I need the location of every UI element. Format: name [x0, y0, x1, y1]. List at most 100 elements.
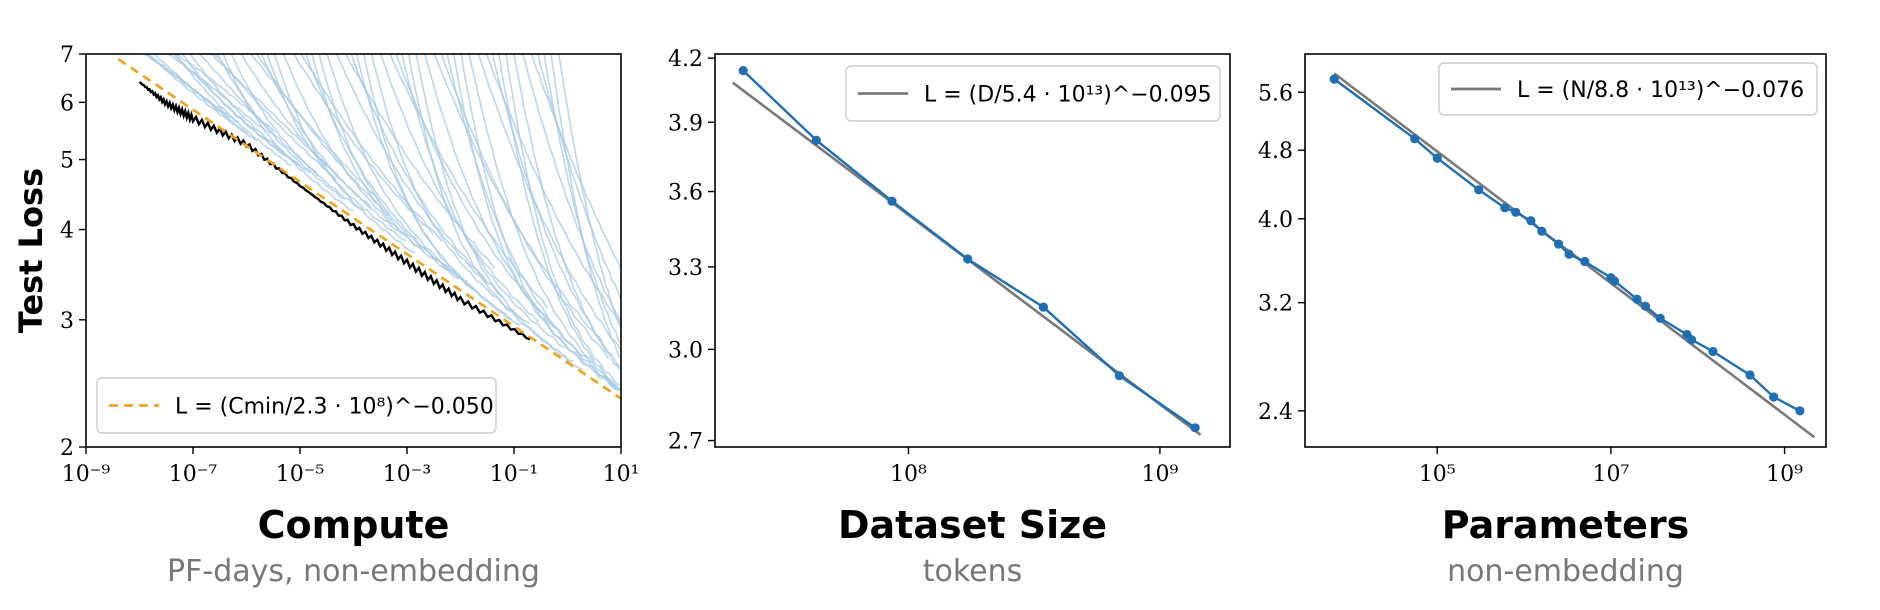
- legend-label: L = (Cmin/2.3 · 10⁸)^−0.050: [175, 395, 494, 420]
- y-tick-label: 3.0: [668, 338, 703, 363]
- data-point: [1114, 371, 1124, 381]
- data-point: [1708, 346, 1718, 357]
- panel-3: 10⁵ 10⁷ 10⁹ 2.4 3.2 4.0 4.8 5.6 L = (N/8.8 · 10¹…: [1258, 53, 1827, 589]
- data-point: [1526, 216, 1536, 226]
- training-curve: [293, 54, 434, 235]
- training-curve: [521, 54, 621, 324]
- training-curve: [222, 54, 354, 212]
- training-curve: [335, 54, 487, 284]
- training-curve: [230, 54, 363, 211]
- y-tick-label: 3.9: [668, 111, 703, 136]
- x-tick-label: 10⁷: [1592, 462, 1629, 487]
- y-tick-label: 6: [60, 91, 74, 116]
- data-point: [1190, 423, 1200, 433]
- data-point: [1769, 392, 1779, 402]
- training-curve: [181, 54, 302, 167]
- training-curve: [145, 54, 240, 124]
- data-point: [887, 196, 897, 206]
- data-point: [1329, 74, 1339, 84]
- data-point: [1554, 239, 1564, 249]
- x-axis-sublabel: non-embedding: [1447, 554, 1684, 589]
- training-curve: [477, 54, 621, 352]
- data-point: [1580, 256, 1590, 267]
- data-point: [1038, 302, 1048, 312]
- panel-1: 10⁻⁹ 10⁻⁷ 10⁻⁵ 10⁻³ 10⁻¹ 10¹ 2 3 4 5 6 7 L = (Cmin/2…: [12, 43, 640, 589]
- training-curve: [379, 54, 539, 323]
- training-curve: [536, 54, 621, 300]
- x-axis-sublabel: tokens: [923, 554, 1023, 589]
- x-tick-label: 10⁸: [890, 462, 927, 487]
- data-point: [963, 254, 973, 264]
- training-curve: [407, 54, 574, 362]
- data-point: [1511, 207, 1521, 217]
- training-curve: [452, 54, 621, 390]
- training-curve: [423, 54, 592, 364]
- x-tick-label: 10⁻¹: [490, 462, 538, 487]
- data-point: [738, 66, 748, 76]
- training-curve: [240, 54, 372, 208]
- training-curve: [401, 54, 566, 349]
- data-point: [1609, 276, 1620, 286]
- training-curve: [505, 54, 621, 386]
- training-curve: [550, 54, 621, 359]
- training-curve: [513, 54, 621, 371]
- x-tick-label: 10⁹: [1766, 462, 1803, 487]
- y-tick-label: 5: [60, 149, 74, 174]
- training-curve: [282, 54, 425, 253]
- series-line: [742, 69, 1196, 429]
- legend-label: L = (D/5.4 · 10¹³)^−0.095: [924, 83, 1212, 108]
- training-curve: [172, 54, 284, 156]
- training-curve: [557, 54, 621, 329]
- y-axis-label: Test Loss: [12, 168, 50, 333]
- training-curve: [362, 54, 521, 326]
- data-point: [1537, 226, 1547, 236]
- x-tick-label: 10¹: [603, 462, 640, 487]
- data-point: [811, 135, 821, 145]
- x-axis-label: Compute: [258, 503, 450, 547]
- axes-frame: [714, 53, 1231, 448]
- x-tick-label: 10⁻⁵: [276, 462, 324, 487]
- training-curve: [530, 54, 621, 271]
- axes-frame: [1304, 53, 1827, 448]
- data-point: [1410, 134, 1420, 144]
- x-tick-label: 10⁹: [1141, 462, 1178, 487]
- legend-box: [96, 377, 497, 434]
- training-curve: [326, 54, 478, 293]
- y-tick-label: 2.7: [668, 430, 703, 455]
- training-curve: [460, 54, 621, 392]
- y-tick-label: 3.6: [668, 181, 703, 206]
- training-curves: [142, 54, 621, 392]
- fit-line: [117, 58, 621, 400]
- training-curve: [216, 54, 346, 201]
- training-curve: [388, 54, 548, 309]
- y-tick-label: 3.2: [1258, 292, 1293, 317]
- data-point: [1640, 301, 1651, 311]
- training-curve: [273, 54, 416, 254]
- training-curve: [311, 54, 460, 280]
- x-axis-label: Dataset Size: [838, 503, 1107, 547]
- legend-box: [845, 65, 1221, 122]
- legend: L = (D/5.4 · 10¹³)^−0.095: [845, 65, 1221, 122]
- y-tick-label: 7: [60, 43, 74, 68]
- data-point: [1632, 294, 1642, 304]
- plot-area: [117, 54, 621, 400]
- training-curve: [300, 54, 443, 242]
- y-tick-label: 4.2: [668, 47, 703, 72]
- y-tick-label: 2: [60, 436, 74, 461]
- legend: L = (Cmin/2.3 · 10⁸)^−0.050: [96, 377, 497, 434]
- plot-area: [1329, 72, 1816, 439]
- panel-2: 10⁸ 10⁹ 2.7 3.0 3.3 3.6 3.9 4.2 L = (D/5.4 · 10¹…: [668, 47, 1231, 589]
- y-tick-label: 3.3: [668, 256, 703, 281]
- training-curve: [415, 54, 583, 371]
- y-tick-label: 4.8: [1258, 139, 1293, 164]
- training-curve: [165, 54, 267, 133]
- data-point: [1795, 406, 1805, 416]
- axes-frame: [85, 53, 622, 448]
- data-point: [1745, 370, 1755, 380]
- y-tick-label: 5.6: [1258, 81, 1293, 106]
- data-point: [1687, 335, 1697, 345]
- x-axis-sublabel: PF-days, non-embedding: [167, 554, 540, 589]
- x-tick-label: 10⁻⁹: [62, 462, 111, 487]
- training-curve: [250, 54, 381, 203]
